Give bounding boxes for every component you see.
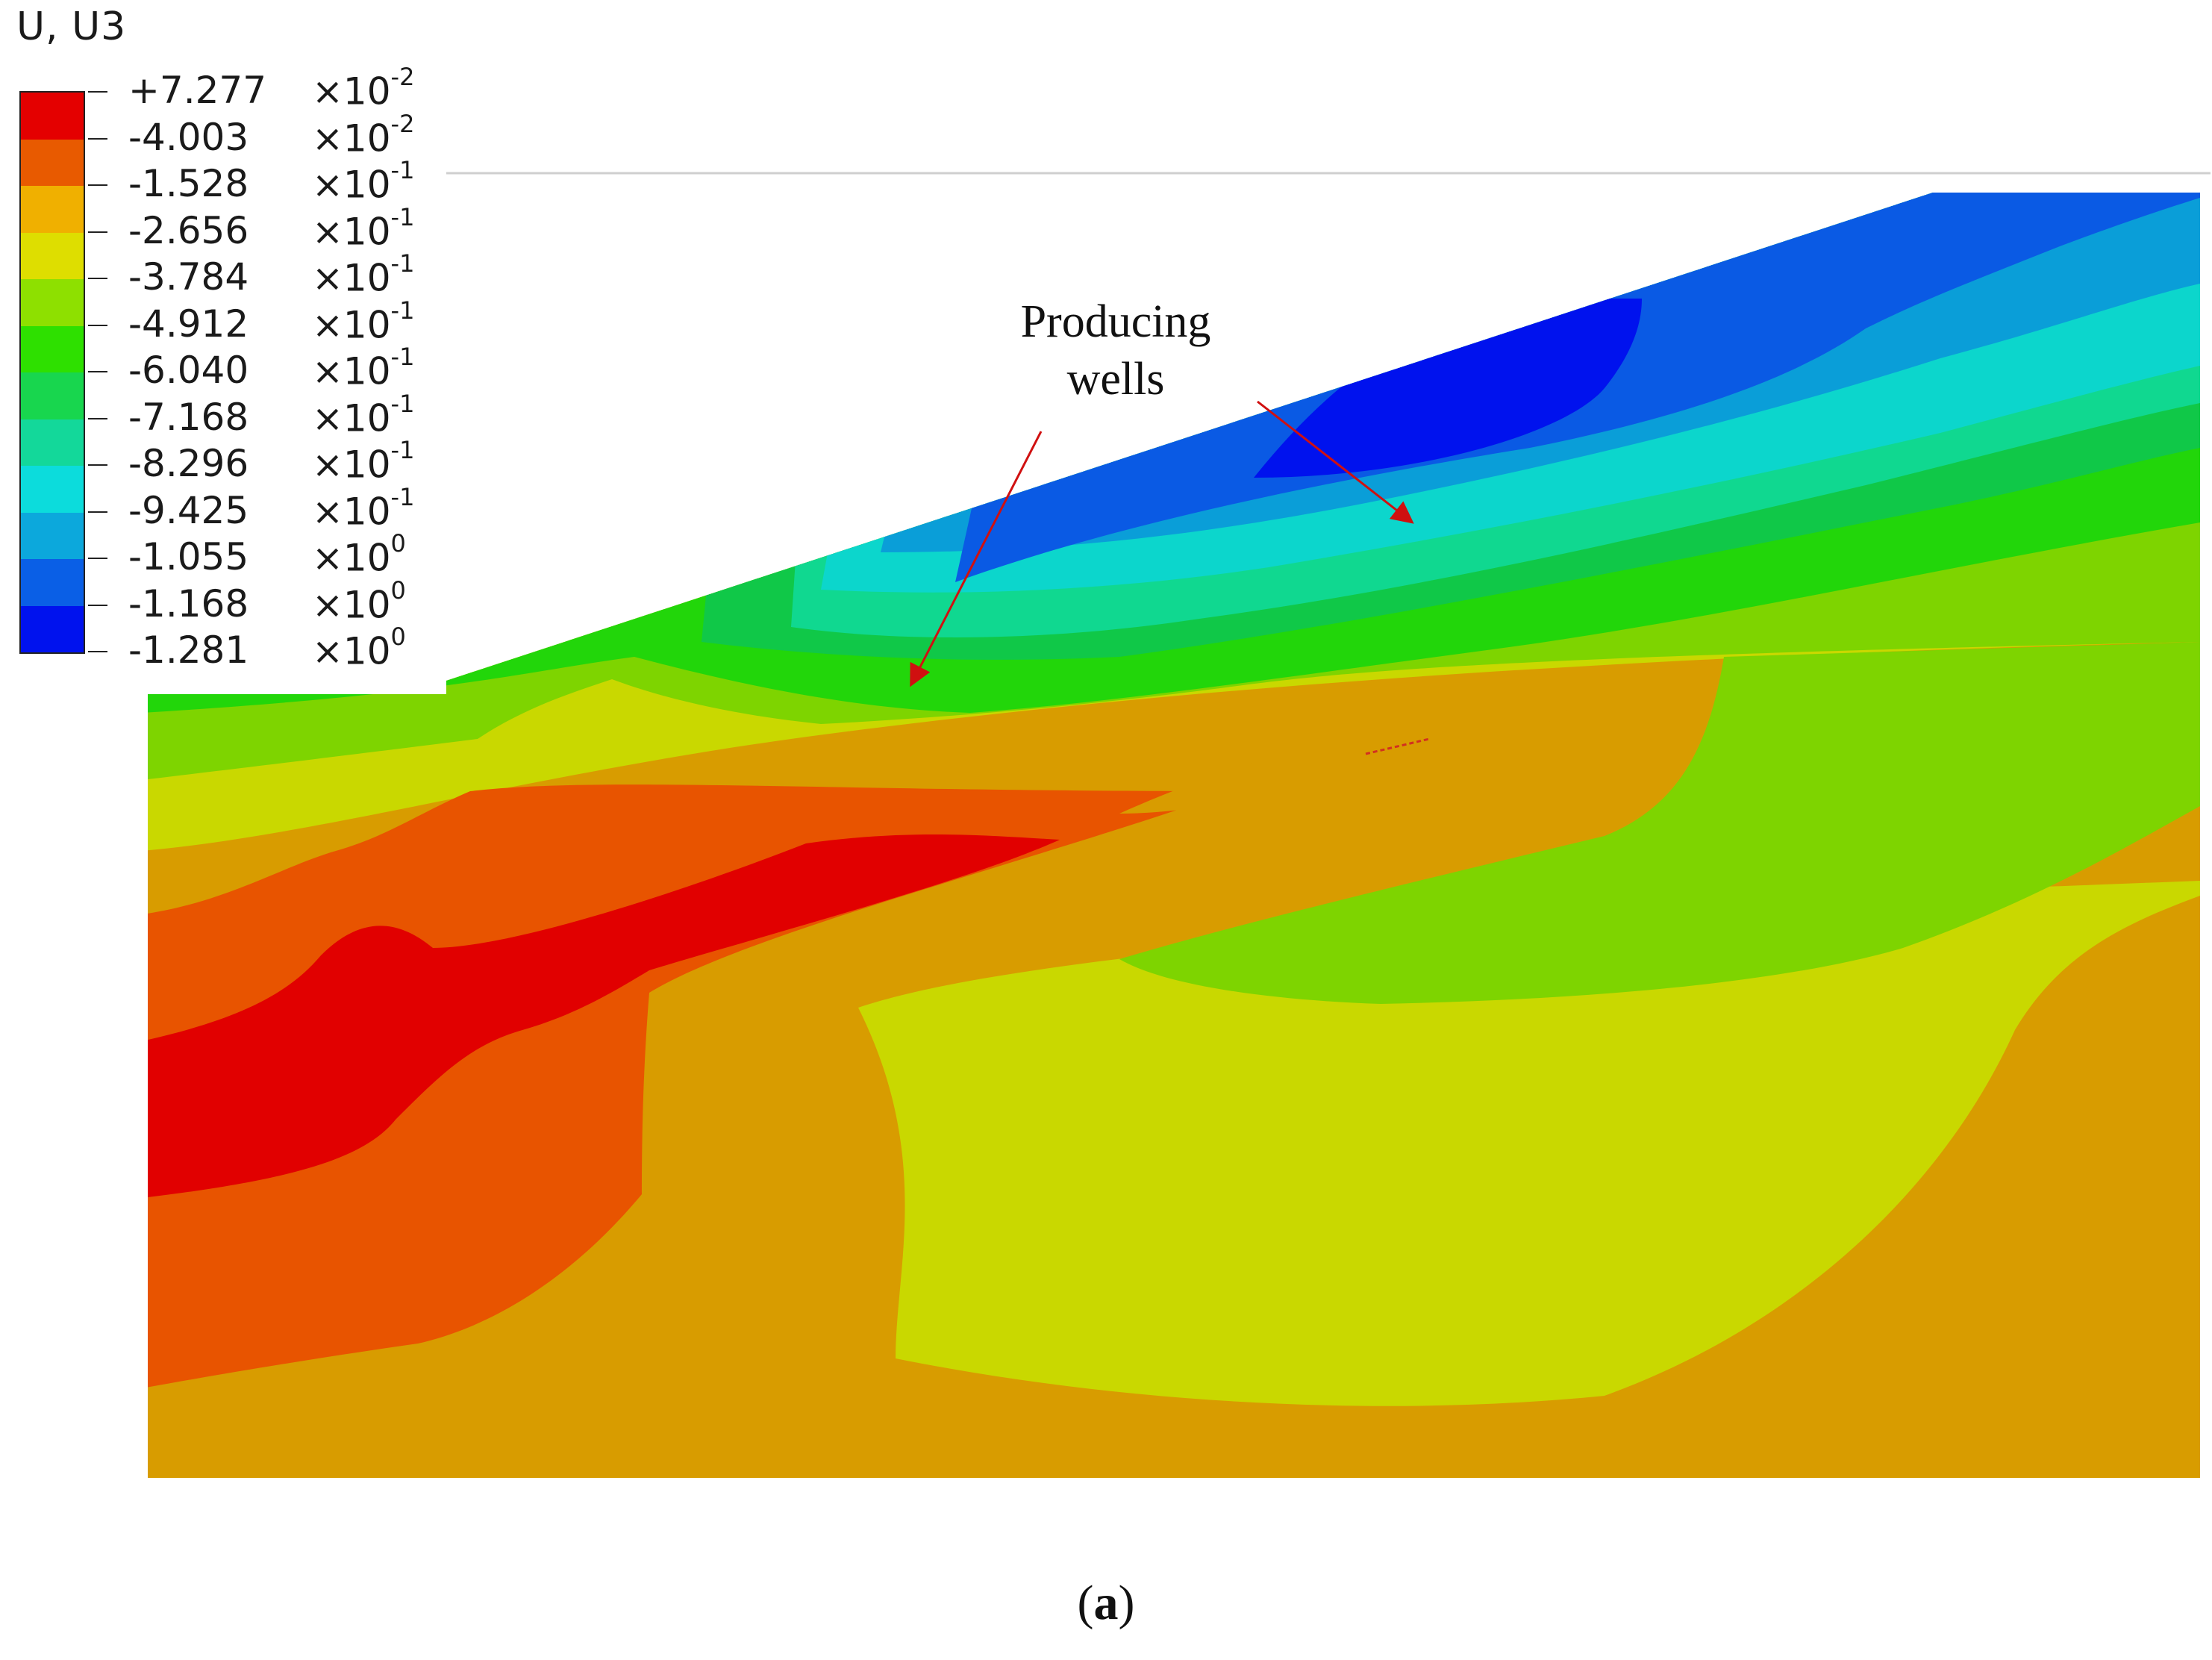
legend-multiplier-base: ×10 (312, 116, 391, 160)
legend-value: -7.168 (128, 395, 249, 439)
legend-multiplier: ×10-1 (312, 156, 414, 207)
legend-multiplier-exponent: -1 (390, 389, 415, 418)
legend-multiplier-base: ×10 (312, 583, 391, 627)
legend-value: -1.281 (128, 628, 249, 672)
legend-multiplier-exponent: -1 (390, 436, 415, 464)
arrow-right-well (1257, 400, 1414, 524)
legend-value: -1.168 (128, 581, 249, 625)
legend-swatch (21, 325, 84, 372)
legend-value: -1.055 (128, 535, 249, 578)
legend-tick (88, 604, 107, 606)
legend-tick (88, 651, 107, 652)
legend-multiplier-base: ×10 (312, 443, 391, 487)
legend-value: -6.040 (128, 349, 249, 392)
band-deep-blue (1254, 299, 1642, 478)
legend-swatch (21, 559, 84, 606)
legend-tick (88, 278, 107, 279)
legend-tick (88, 231, 107, 233)
legend-multiplier-exponent: -1 (390, 296, 415, 325)
legend-multiplier-base: ×10 (312, 490, 391, 534)
legend-multiplier: ×100 (312, 622, 406, 673)
legend-multiplier-base: ×10 (312, 256, 391, 300)
legend-swatch (21, 419, 84, 466)
legend-tick (88, 558, 107, 559)
legend-multiplier-base: ×10 (312, 69, 391, 113)
legend-multiplier-base: ×10 (312, 163, 391, 207)
legend-tick (88, 371, 107, 372)
legend-multiplier-exponent: -2 (390, 109, 415, 138)
legend-multiplier-base: ×10 (312, 629, 391, 673)
legend-tick (88, 324, 107, 326)
legend-value: -3.784 (128, 255, 249, 299)
legend-swatch (21, 279, 84, 326)
legend-multiplier-base: ×10 (312, 210, 391, 254)
legend-multiplier: ×10-1 (312, 203, 414, 254)
legend-multiplier: ×100 (312, 529, 406, 580)
producing-wells-arrows (910, 400, 1414, 687)
legend-swatch (21, 466, 84, 513)
legend-title: U, U3 (16, 4, 127, 49)
legend-swatch (21, 186, 84, 233)
legend-multiplier-base: ×10 (312, 536, 391, 580)
annotation-line-2: wells (1066, 354, 1165, 405)
legend-tick (88, 91, 107, 93)
caption-open: ( (1077, 1576, 1094, 1630)
legend-multiplier: ×10-1 (312, 436, 414, 487)
well-trace (1365, 737, 1430, 755)
legend-multiplier: ×10-1 (312, 483, 414, 534)
legend-swatch (21, 93, 84, 140)
legend-color-bar (19, 91, 85, 654)
legend-swatch (21, 139, 84, 186)
legend-value: -8.296 (128, 442, 249, 485)
legend-value: -2.656 (128, 208, 249, 252)
legend-multiplier-base: ×10 (312, 303, 391, 347)
legend-multiplier-base: ×10 (312, 396, 391, 440)
legend-multiplier: ×10-1 (312, 249, 414, 300)
legend-multiplier-exponent: 0 (390, 575, 406, 605)
legend-multiplier: ×10-2 (312, 110, 414, 160)
legend-value: -9.425 (128, 488, 249, 532)
legend-multiplier-exponent: -2 (390, 63, 415, 91)
legend-multiplier-base: ×10 (312, 349, 391, 393)
legend-multiplier: ×10-1 (312, 343, 414, 393)
caption-close: ) (1118, 1576, 1135, 1630)
legend-value: -1.528 (128, 162, 249, 205)
annotation-line-1: Producing (1020, 296, 1211, 347)
caption-letter: a (1093, 1576, 1119, 1630)
band-right-orange (1605, 896, 2200, 1478)
legend-multiplier-exponent: -1 (390, 482, 415, 511)
legend-multiplier-exponent: -1 (390, 249, 415, 278)
band-green-lens (1119, 642, 2200, 1004)
legend-tick (88, 137, 107, 140)
legend-multiplier-exponent: -1 (390, 156, 415, 184)
legend-swatch (21, 605, 84, 652)
producing-wells-label: Producing wells (978, 296, 1254, 406)
legend-swatch (21, 512, 84, 559)
legend-tick (88, 184, 107, 186)
legend-multiplier: ×10-2 (312, 63, 414, 113)
legend-multiplier: ×10-1 (312, 296, 414, 347)
legend-multiplier: ×100 (312, 576, 406, 627)
legend-tick (88, 417, 107, 419)
legend-swatch (21, 232, 84, 279)
arrow-left-well (910, 431, 1043, 687)
legend-value: -4.003 (128, 115, 249, 159)
legend-multiplier-exponent: -1 (390, 202, 415, 231)
legend-tick (88, 464, 107, 466)
figure-caption: (a) (0, 1575, 2212, 1632)
legend-value: +7.277 (128, 69, 267, 112)
band-red-core (148, 834, 1060, 1198)
legend-multiplier-exponent: 0 (390, 622, 406, 651)
legend-multiplier-exponent: 0 (390, 529, 406, 558)
legend-tick (88, 511, 107, 513)
legend-swatch (21, 372, 84, 419)
legend-multiplier: ×10-1 (312, 390, 414, 440)
legend-value: -4.912 (128, 302, 249, 346)
band-lower-yellow (858, 881, 2200, 1406)
legend-multiplier-exponent: -1 (390, 343, 415, 371)
band-orange-tongue (1119, 698, 1582, 814)
